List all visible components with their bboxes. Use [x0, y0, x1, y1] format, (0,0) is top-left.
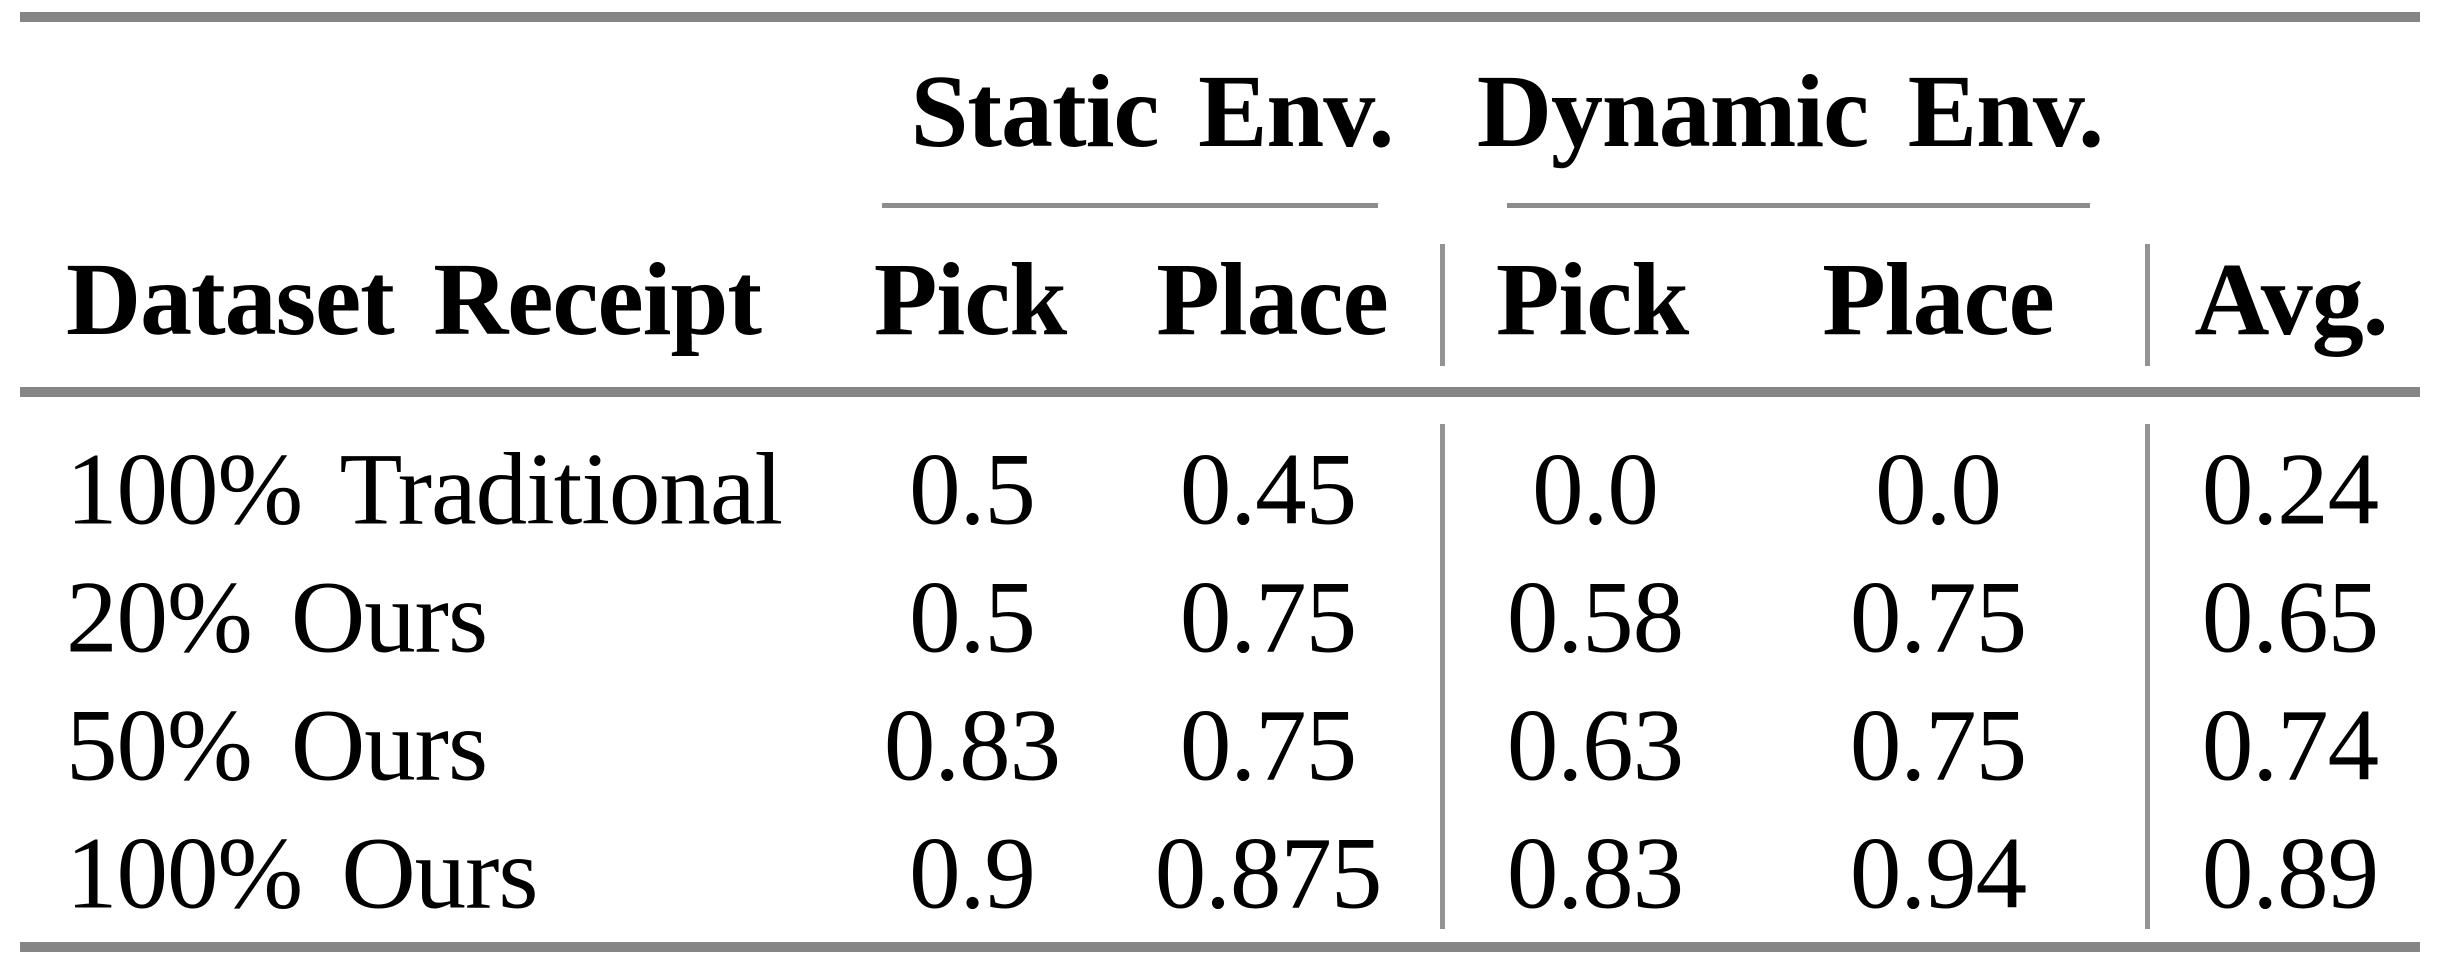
cell-dynamic-place: 0.75	[1849, 688, 2027, 803]
cell-dynamic-pick: 0.83	[1506, 816, 1684, 931]
cell-static-pick: 0.5	[909, 560, 1036, 675]
column-separator-avg-header	[2145, 244, 2150, 366]
column-separator-avg-body	[2145, 424, 2150, 929]
table-top-rule	[20, 12, 2420, 22]
cell-dynamic-place: 0.94	[1849, 816, 2027, 931]
cell-static-place: 0.75	[1179, 688, 1357, 803]
cell-dynamic-pick: 0.63	[1506, 688, 1684, 803]
cell-static-place: 0.875	[1154, 816, 1383, 931]
cell-static-place: 0.45	[1179, 432, 1357, 547]
cell-static-pick: 0.5	[909, 432, 1036, 547]
column-header-static-pick: Pick	[873, 242, 1067, 357]
column-header-avg: Avg.	[2194, 242, 2388, 357]
column-header-dataset-receipt: Dataset Receipt	[66, 242, 762, 357]
cell-avg: 0.74	[2201, 688, 2379, 803]
table-bottom-rule	[20, 942, 2420, 952]
column-header-static-place: Place	[1156, 242, 1389, 357]
static-env-underline	[882, 203, 1378, 208]
row-label: 50% Ours	[66, 688, 488, 803]
column-header-dynamic-pick: Pick	[1495, 242, 1689, 357]
cell-dynamic-pick: 0.0	[1532, 432, 1659, 547]
row-label: 20% Ours	[66, 560, 488, 675]
column-separator-dynamic-body	[1440, 424, 1445, 929]
cell-avg: 0.89	[2201, 816, 2379, 931]
column-header-dynamic-place: Place	[1822, 242, 2055, 357]
column-separator-dynamic-header	[1440, 244, 1445, 366]
dynamic-env-underline	[1507, 203, 2090, 208]
cell-static-place: 0.75	[1179, 560, 1357, 675]
row-label: 100% Ours	[66, 816, 538, 931]
cell-avg: 0.65	[2201, 560, 2379, 675]
group-header-static-env: Static Env.	[910, 54, 1395, 169]
cell-dynamic-pick: 0.58	[1506, 560, 1684, 675]
cell-static-pick: 0.83	[883, 688, 1061, 803]
group-header-dynamic-env: Dynamic Env.	[1476, 54, 2104, 169]
cell-dynamic-place: 0.75	[1849, 560, 2027, 675]
cell-avg: 0.24	[2201, 432, 2379, 547]
row-label: 100% Traditional	[66, 432, 783, 547]
table-header-rule	[20, 387, 2420, 397]
cell-static-pick: 0.9	[909, 816, 1036, 931]
cell-dynamic-place: 0.0	[1875, 432, 2002, 547]
